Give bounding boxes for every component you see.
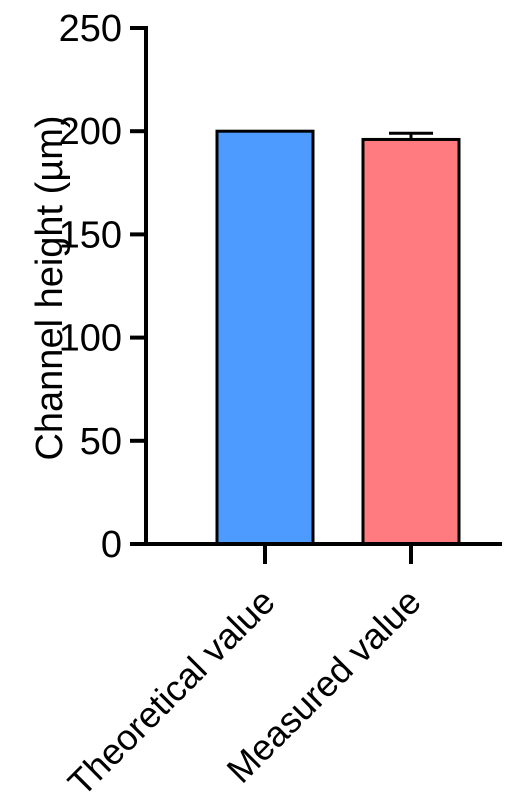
y-tick-label-0: 0: [101, 524, 122, 566]
y-tick-label-200: 200: [59, 111, 122, 153]
bar-1: [215, 129, 315, 546]
y-tick-label-250: 250: [59, 8, 122, 50]
y-tick-label-50: 50: [80, 421, 122, 463]
y-axis-label: Channel height (µm): [29, 115, 71, 460]
y-tick-label-150: 150: [59, 214, 122, 256]
y-tick-label-100: 100: [59, 318, 122, 360]
bar-2: [361, 137, 461, 546]
